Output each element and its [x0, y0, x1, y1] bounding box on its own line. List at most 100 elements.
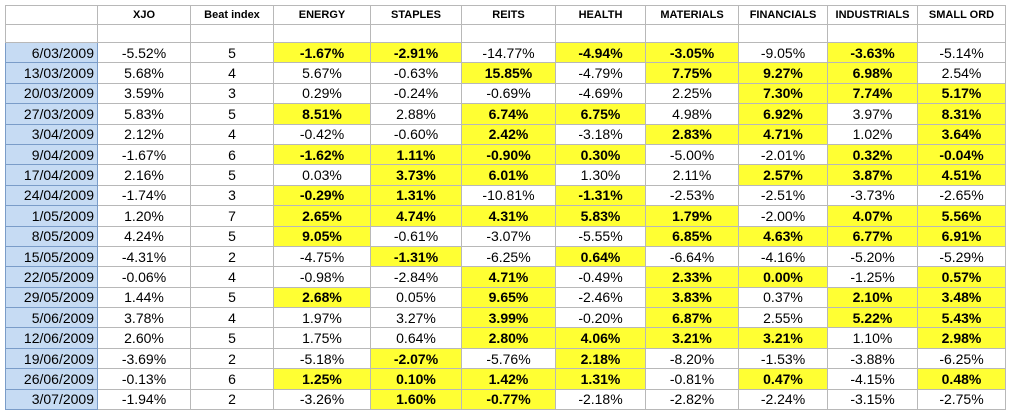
value-cell: 2.83%: [645, 123, 739, 145]
date-cell: 3/04/2009: [5, 123, 98, 145]
value-cell: -5.76%: [461, 347, 556, 370]
value-cell: 5.22%: [827, 307, 918, 329]
value-cell: 1.10%: [827, 327, 918, 349]
value-cell: -5.14%: [917, 41, 1006, 64]
blank-cell: [917, 24, 1006, 43]
value-cell: -2.00%: [738, 205, 828, 227]
value-cell: -0.63%: [370, 62, 462, 84]
value-cell: 5.83%: [555, 205, 646, 227]
value-cell: -5.29%: [917, 245, 1006, 268]
data-row: 3/04/2009 2.12% 4 -0.42% -0.60% 2.42% -3.18% 2.…: [5, 123, 1006, 145]
header-cell: REITS: [461, 5, 556, 25]
value-cell: 4: [190, 266, 274, 288]
date-cell: 6/03/2009: [5, 41, 98, 64]
value-cell: 1.31%: [555, 368, 646, 390]
value-cell: -3.88%: [827, 347, 918, 370]
value-cell: 6.91%: [917, 225, 1006, 247]
value-cell: 3.97%: [827, 103, 918, 125]
value-cell: 2.25%: [645, 82, 739, 105]
value-cell: -5.20%: [827, 245, 918, 268]
value-cell: 0.32%: [827, 143, 918, 166]
date-cell: 5/06/2009: [5, 307, 98, 329]
value-cell: 7: [190, 205, 274, 227]
value-cell: -2.82%: [645, 388, 739, 411]
value-cell: -2.07%: [370, 347, 462, 370]
value-cell: 9.05%: [273, 225, 371, 247]
value-cell: -0.61%: [370, 225, 462, 247]
value-cell: 2.65%: [273, 205, 371, 227]
value-cell: -0.06%: [97, 266, 191, 288]
value-cell: -3.63%: [827, 41, 918, 64]
value-cell: 2.11%: [645, 164, 739, 186]
header-cell: Beat index: [190, 5, 274, 25]
value-cell: 3.59%: [97, 82, 191, 105]
date-cell: 19/06/2009: [5, 347, 98, 370]
value-cell: -0.77%: [461, 388, 556, 411]
value-cell: -4.15%: [827, 368, 918, 390]
value-cell: -2.65%: [917, 184, 1006, 207]
value-cell: -4.94%: [555, 41, 646, 64]
value-cell: -0.90%: [461, 143, 556, 166]
value-cell: 0.29%: [273, 82, 371, 105]
value-cell: 7.74%: [827, 82, 918, 105]
value-cell: -0.98%: [273, 266, 371, 288]
data-row: 8/05/2009 4.24% 5 9.05% -0.61% -3.07% -5.55% 6.…: [5, 225, 1006, 247]
header-cell: HEALTH: [555, 5, 646, 25]
value-cell: 4.31%: [461, 205, 556, 227]
value-cell: -1.53%: [738, 347, 828, 370]
value-cell: 2: [190, 388, 274, 411]
value-cell: 2: [190, 347, 274, 370]
value-cell: -3.07%: [461, 225, 556, 247]
value-cell: 5.83%: [97, 103, 191, 125]
value-cell: 7.75%: [645, 62, 739, 84]
value-cell: -6.25%: [461, 245, 556, 268]
date-cell: 27/03/2009: [5, 103, 98, 125]
value-cell: 4.24%: [97, 225, 191, 247]
value-cell: 0.47%: [738, 368, 828, 390]
value-cell: 6.87%: [645, 307, 739, 329]
value-cell: 2.42%: [461, 123, 556, 145]
data-row: 9/04/2009 -1.67% 6 -1.62% 1.11% -0.90% 0.30% -5…: [5, 143, 1006, 166]
value-cell: 3.27%: [370, 307, 462, 329]
value-cell: 5.43%: [917, 307, 1006, 329]
value-cell: 4: [190, 123, 274, 145]
date-cell: 8/05/2009: [5, 225, 98, 247]
value-cell: -0.29%: [273, 184, 371, 207]
value-cell: 2.16%: [97, 164, 191, 186]
value-cell: -6.64%: [645, 245, 739, 268]
value-cell: -1.31%: [370, 245, 462, 268]
value-cell: 4: [190, 62, 274, 84]
header-row: XJO Beat index ENERGY STAPLES REITS HEALTH MAT…: [5, 5, 1006, 25]
value-cell: -5.18%: [273, 347, 371, 370]
value-cell: 3.21%: [645, 327, 739, 349]
data-row: 1/05/2009 1.20% 7 2.65% 4.74% 4.31% 5.83% 1.79%…: [5, 205, 1006, 227]
value-cell: 1.25%: [273, 368, 371, 390]
date-cell: 17/04/2009: [5, 164, 98, 186]
blank-cell: [461, 24, 556, 43]
value-cell: -14.77%: [461, 41, 556, 64]
value-cell: -4.31%: [97, 245, 191, 268]
value-cell: 3.99%: [461, 307, 556, 329]
value-cell: -3.73%: [827, 184, 918, 207]
value-cell: -3.26%: [273, 388, 371, 411]
value-cell: 4.71%: [461, 266, 556, 288]
value-cell: -2.24%: [738, 388, 828, 411]
value-cell: 6.75%: [555, 103, 646, 125]
value-cell: -5.00%: [645, 143, 739, 166]
date-cell: 26/06/2009: [5, 368, 98, 390]
value-cell: 1.60%: [370, 388, 462, 411]
value-cell: 2.57%: [738, 164, 828, 186]
value-cell: 4.07%: [827, 205, 918, 227]
value-cell: 6: [190, 143, 274, 166]
value-cell: -8.20%: [645, 347, 739, 370]
data-row: 26/06/2009 -0.13% 6 1.25% 0.10% 1.42% 1.31% -0.…: [5, 368, 1006, 390]
value-cell: 5: [190, 41, 274, 64]
value-cell: -1.25%: [827, 266, 918, 288]
value-cell: -2.84%: [370, 266, 462, 288]
date-cell: 24/04/2009: [5, 184, 98, 207]
date-cell: 9/04/2009: [5, 143, 98, 166]
value-cell: -4.79%: [555, 62, 646, 84]
value-cell: 3.48%: [917, 286, 1006, 309]
sheet-body: XJO Beat index ENERGY STAPLES REITS HEALTH MAT…: [5, 5, 1006, 411]
data-row: 12/06/2009 2.60% 5 1.75% 0.64% 2.80% 4.06% 3.21…: [5, 327, 1006, 349]
